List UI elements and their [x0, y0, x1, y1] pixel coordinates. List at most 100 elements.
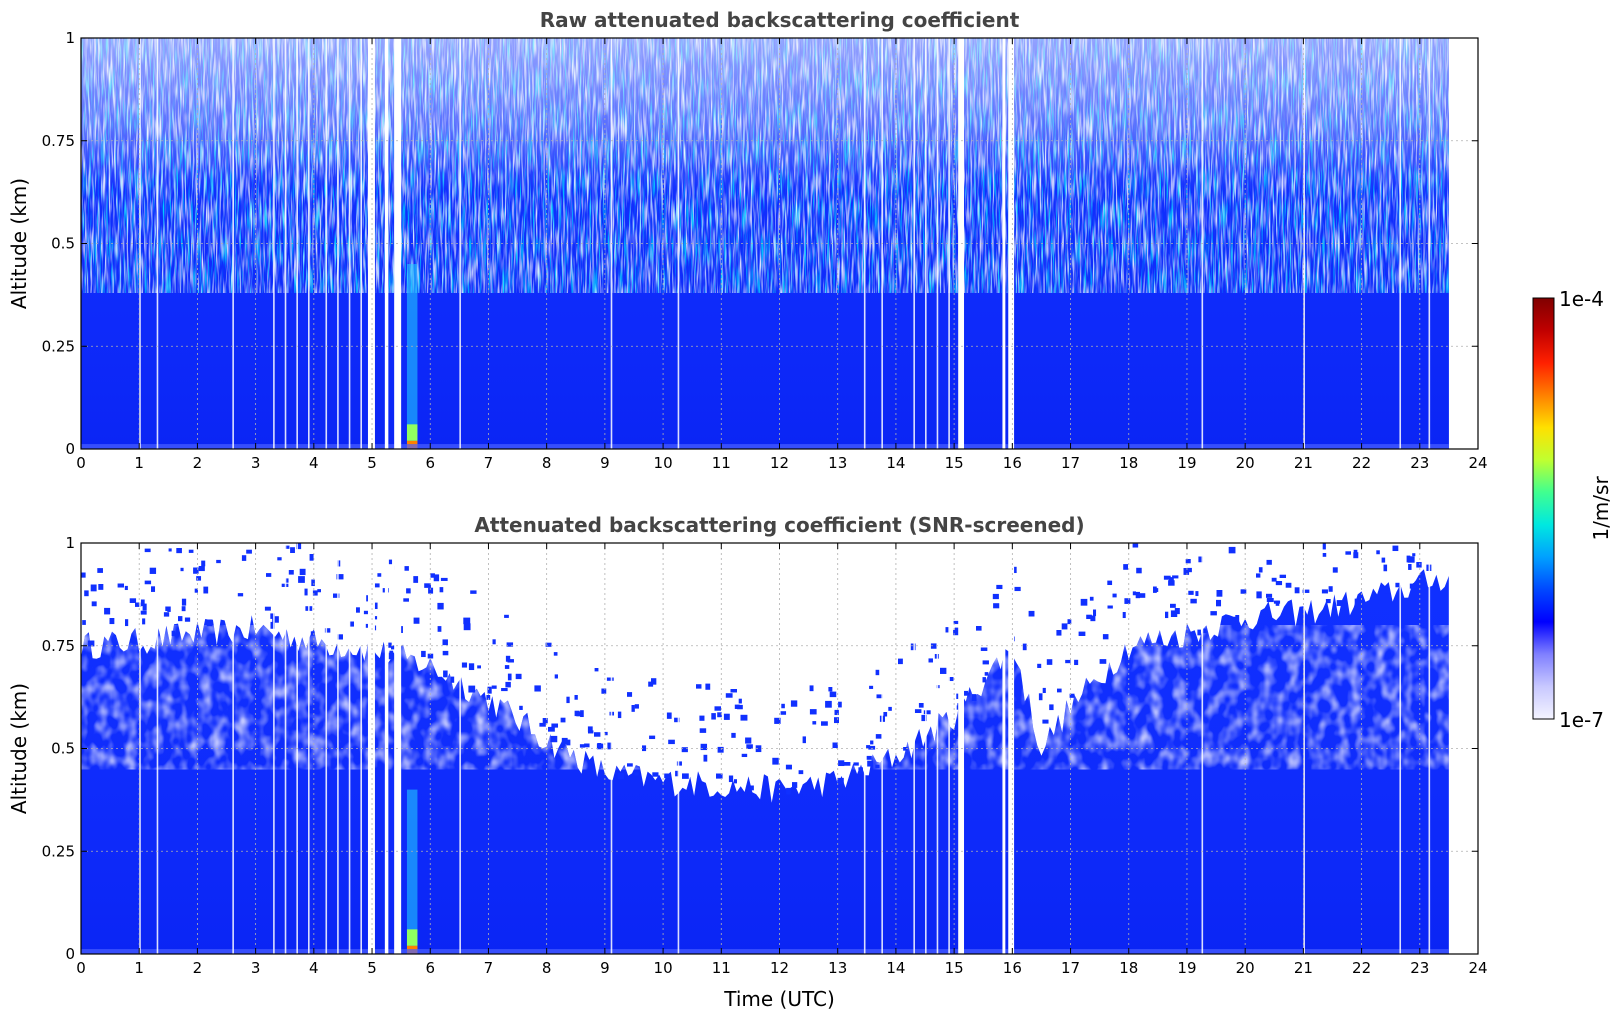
profile-dropout-17 [925, 543, 927, 954]
x-tick-label-6: 6 [425, 959, 435, 977]
colorbar: 1e-4 1e-7 1/m/sr [1532, 287, 1613, 732]
x-tick-label-13: 13 [828, 454, 847, 472]
x-tick-label-11: 11 [712, 454, 731, 472]
x-tick-label-11: 11 [712, 959, 731, 977]
profile-dropout-2 [232, 38, 234, 449]
x-tick-label-19: 19 [1177, 959, 1196, 977]
profile-dropout-22 [1399, 38, 1402, 449]
y-tick-label-0.75: 0.75 [42, 637, 75, 655]
profile-dropout-22 [1399, 543, 1402, 954]
profile-dropout-3 [273, 38, 275, 449]
x-tick-label-0: 0 [76, 454, 86, 472]
raw-panel-y-label: Altitude (km) [7, 178, 31, 309]
x-tick-label-18: 18 [1119, 959, 1138, 977]
screened-panel-x-label: Time (UTC) [723, 987, 835, 1011]
profile-dropout-14 [863, 543, 866, 954]
x-tick-label-16: 16 [1003, 959, 1022, 977]
colorbar-max-label: 1e-4 [1559, 287, 1604, 311]
screened-panel-x-ticks: 0 1 2 3 4 5 6 7 8 9 10 11 12 13 14 15 16 17 18 19 20 21 22 23 24 [76, 543, 1488, 977]
x-tick-label-24: 24 [1468, 454, 1487, 472]
screened-cyan-column [406, 789, 418, 954]
x-tick-label-2: 2 [193, 959, 203, 977]
profile-dropout-11 [459, 38, 461, 449]
profile-dropout-23 [1428, 543, 1431, 954]
x-tick-label-13: 13 [828, 959, 847, 977]
x-tick-label-10: 10 [654, 959, 673, 977]
profile-dropout-2 [232, 543, 234, 954]
x-tick-label-3: 3 [251, 959, 261, 977]
profile-dropout-23 [1428, 38, 1431, 449]
y-tick-label-0: 0 [65, 945, 75, 963]
missing-data-gap-4 [1002, 543, 1006, 954]
screened-panel-y-ticks: 0 0.25 0.5 0.75 1 [42, 534, 1478, 963]
screened-surface-hotspot [406, 929, 418, 946]
x-tick-label-7: 7 [484, 454, 494, 472]
y-tick-label-0.25: 0.25 [42, 842, 75, 860]
profile-dropout-6 [308, 543, 310, 954]
profile-dropout-11 [459, 543, 461, 954]
x-tick-label-15: 15 [945, 454, 964, 472]
profile-dropout-17 [925, 38, 927, 449]
profile-dropout-19 [948, 543, 950, 954]
colorbar-gradient [1532, 297, 1555, 720]
x-tick-label-4: 4 [309, 959, 319, 977]
x-tick-label-21: 21 [1294, 454, 1313, 472]
x-tick-label-1: 1 [134, 454, 144, 472]
x-tick-label-14: 14 [886, 959, 905, 977]
x-tick-label-16: 16 [1003, 454, 1022, 472]
profile-dropout-16 [913, 543, 915, 954]
raw-panel-y-ticks: 0 0.25 0.5 0.75 1 [42, 29, 1478, 458]
colorbar-min-label: 1e-7 [1559, 708, 1604, 732]
missing-data-gap-4 [1002, 38, 1006, 449]
raw-backscatter-field [81, 38, 1449, 449]
y-tick-label-0.75: 0.75 [42, 132, 75, 150]
profile-dropout-19 [948, 38, 950, 449]
x-tick-label-21: 21 [1294, 959, 1313, 977]
y-tick-label-0.5: 0.5 [51, 235, 75, 253]
raw-panel-title: Raw attenuated backscattering coefficien… [540, 8, 1020, 32]
x-tick-label-24: 24 [1468, 959, 1487, 977]
profile-dropout-13 [677, 38, 680, 449]
x-tick-label-12: 12 [770, 454, 789, 472]
profile-dropout-0 [139, 543, 141, 954]
x-tick-label-20: 20 [1236, 454, 1255, 472]
x-tick-label-22: 22 [1352, 454, 1371, 472]
y-tick-label-0: 0 [65, 440, 75, 458]
profile-dropout-14 [863, 38, 866, 449]
y-tick-label-1: 1 [65, 29, 75, 47]
y-tick-label-1: 1 [65, 534, 75, 552]
profile-dropout-13 [677, 543, 680, 954]
profile-dropout-3 [273, 543, 275, 954]
x-tick-label-22: 22 [1352, 959, 1371, 977]
x-tick-label-3: 3 [251, 454, 261, 472]
y-tick-label-0.25: 0.25 [42, 337, 75, 355]
screened-backscatter-panel: Attenuated backscattering coefficient (S… [7, 513, 1488, 1011]
colorbar-unit-label: 1/m/sr [1589, 476, 1613, 541]
x-tick-label-18: 18 [1119, 454, 1138, 472]
profile-dropout-9 [348, 543, 351, 954]
profile-dropout-4 [284, 543, 287, 954]
x-tick-label-20: 20 [1236, 959, 1255, 977]
x-tick-label-17: 17 [1061, 959, 1080, 977]
x-tick-label-19: 19 [1177, 454, 1196, 472]
profile-dropout-6 [308, 38, 310, 449]
x-tick-label-9: 9 [600, 959, 610, 977]
screened-panel-title: Attenuated backscattering coefficient (S… [474, 513, 1084, 537]
x-tick-label-14: 14 [886, 454, 905, 472]
raw-surface-hotspot [406, 424, 418, 441]
x-tick-label-7: 7 [484, 959, 494, 977]
screened-scatter-flecks [81, 543, 1432, 795]
profile-dropout-0 [139, 38, 141, 449]
x-tick-label-5: 5 [367, 959, 377, 977]
raw-cyan-column [406, 264, 418, 449]
x-tick-label-8: 8 [542, 959, 552, 977]
surface-strip [81, 949, 1449, 954]
x-tick-label-12: 12 [770, 959, 789, 977]
profile-dropout-4 [284, 38, 287, 449]
x-tick-label-9: 9 [600, 454, 610, 472]
screened-panel-y-label: Altitude (km) [7, 683, 31, 814]
raw-backscatter-panel: Raw attenuated backscattering coefficien… [7, 8, 1488, 472]
x-tick-label-15: 15 [945, 959, 964, 977]
profile-dropout-16 [913, 38, 915, 449]
